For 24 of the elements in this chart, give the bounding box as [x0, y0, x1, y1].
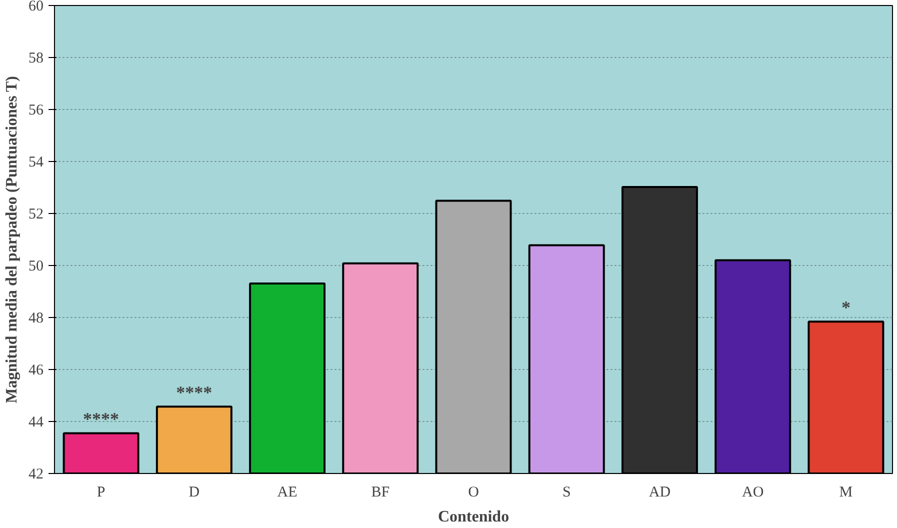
- x-tick-label: S: [562, 484, 571, 500]
- x-tick-label: AD: [648, 484, 671, 500]
- x-tick-label: P: [96, 484, 106, 500]
- y-axis-title: Magnitud media del parpadeo (Puntuaciones T): [4, 76, 20, 404]
- x-tick-label: D: [188, 484, 200, 500]
- y-tick-label: 50: [28, 258, 44, 274]
- annotation: ****: [83, 409, 120, 430]
- x-tick-label: AE: [277, 484, 298, 500]
- annotation: ****: [176, 382, 212, 403]
- y-tick-label: 54: [28, 154, 44, 170]
- y-tick-label: 56: [28, 102, 44, 118]
- y-tick-label: 46: [28, 362, 44, 378]
- y-tick-label: 48: [28, 310, 44, 326]
- x-tick-label: AO: [742, 484, 764, 500]
- x-tick-label: M: [839, 484, 853, 500]
- y-tick-label: 60: [28, 0, 44, 14]
- annotation: *: [841, 298, 850, 318]
- x-tick-label: O: [468, 484, 480, 500]
- y-tick-label: 58: [28, 50, 44, 66]
- x-tick-label: BF: [371, 484, 390, 500]
- y-tick-label: 52: [28, 206, 44, 222]
- y-tick-label: 44: [28, 414, 44, 430]
- y-tick-label: 42: [28, 466, 44, 482]
- x-axis-title: Contenido: [438, 508, 510, 526]
